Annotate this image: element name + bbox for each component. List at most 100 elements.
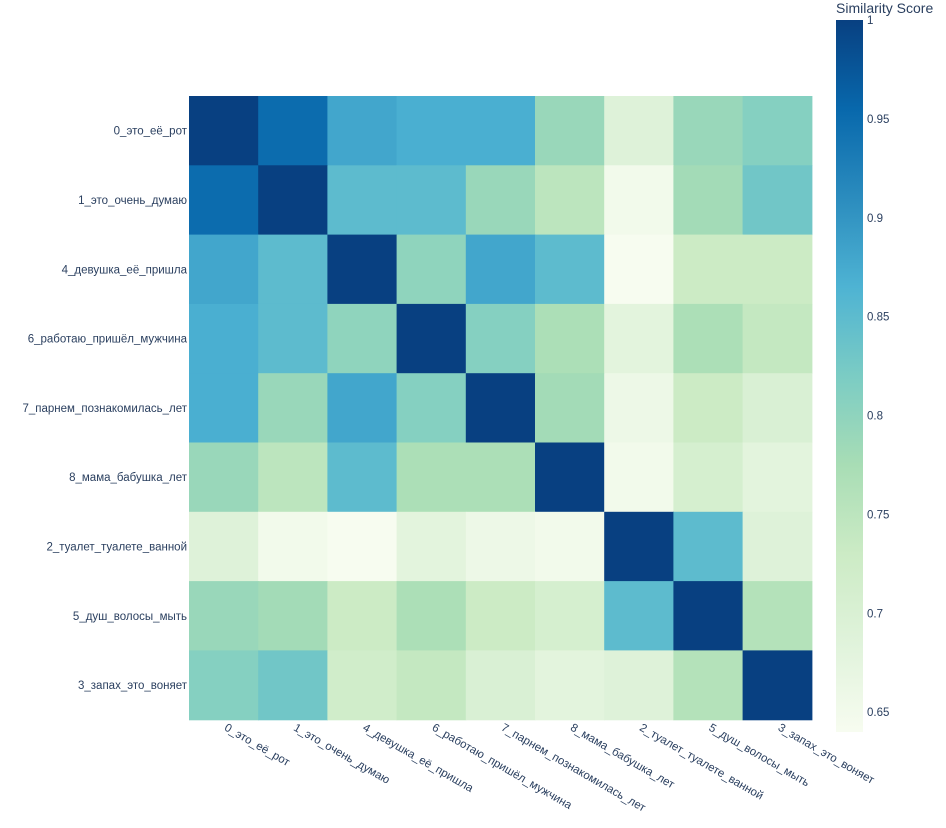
heatmap-cell (535, 581, 605, 651)
heatmap-cell (327, 511, 398, 582)
heatmap-cell (465, 373, 536, 444)
y-tick-label: 5_душ_волосы_мыть (73, 611, 187, 623)
colorbar-tick-label: 0.9 (867, 213, 883, 225)
heatmap-cell (535, 650, 605, 721)
heatmap-cell (396, 303, 467, 374)
heatmap-cell (673, 96, 744, 166)
y-tick-label: 3_запах_это_воняет (78, 680, 188, 692)
heatmap-cell (465, 234, 536, 305)
heatmap-cell (327, 96, 398, 166)
heatmap-cell (258, 373, 328, 444)
heatmap-cell (742, 650, 813, 721)
heatmap-cell (604, 303, 674, 374)
heatmap-cell (396, 511, 467, 582)
heatmap-cell (673, 442, 744, 513)
heatmap-cell (604, 96, 674, 166)
heatmap-cell (189, 96, 259, 166)
heatmap-cell (742, 373, 813, 444)
x-tick-label: 6_работаю_пришёл_мужчина (430, 722, 574, 812)
x-tick-label: 2_туалет_туалете_ванной (637, 722, 765, 803)
heatmap-cell (258, 511, 328, 582)
heatmap-cell (396, 581, 467, 651)
heatmap-cell (465, 303, 536, 374)
heatmap-cell (673, 234, 744, 305)
heatmap-cell (535, 234, 605, 305)
heatmap-cell (396, 373, 467, 444)
heatmap-cell (396, 234, 467, 305)
heatmap-cell (673, 511, 744, 582)
heatmap-cell (535, 442, 605, 513)
heatmap-cell (258, 650, 328, 721)
heatmap-cell (327, 234, 398, 305)
heatmap-cell (189, 650, 259, 721)
colorbar-tick-label: 1 (867, 15, 873, 27)
heatmap-cell (604, 650, 674, 721)
heatmap-cell (742, 581, 813, 651)
heatmap-cell (742, 442, 813, 513)
colorbar-gradient (836, 20, 863, 732)
y-tick-label: 4_девушка_её_пришла (62, 264, 188, 276)
colorbar-tick-labels: 1 0.95 0.9 0.85 0.8 0.75 0.7 0.65 (867, 15, 889, 719)
heatmap-cell (673, 373, 744, 444)
colorbar-tick-label: 0.85 (867, 312, 889, 324)
heatmap-cell (742, 234, 813, 305)
heatmap-cell (742, 511, 813, 582)
heatmap-cell (465, 511, 536, 582)
heatmap-cell (604, 511, 674, 582)
heatmap-cell (535, 165, 605, 236)
heatmap-cell (742, 96, 813, 166)
heatmap-cell (673, 581, 744, 651)
heatmap-cell (258, 303, 328, 374)
heatmap-cell (465, 442, 536, 513)
heatmap-cells (189, 96, 813, 721)
heatmap-cell (604, 442, 674, 513)
colorbar-tick-label: 0.95 (867, 114, 889, 126)
heatmap-cell (327, 165, 398, 236)
y-tick-label: 0_это_её_рот (114, 126, 188, 138)
heatmap-cell (258, 581, 328, 651)
heatmap-cell (673, 650, 744, 721)
heatmap-cell (604, 581, 674, 651)
heatmap-cell (535, 511, 605, 582)
colorbar: Similarity Score 1 0.95 0.9 0.85 0.8 0.75 0.7 0… (836, 0, 933, 732)
heatmap-cell (604, 373, 674, 444)
heatmap-cell (465, 96, 536, 166)
y-tick-label: 8_мама_бабушка_лет (69, 472, 188, 484)
heatmap-cell (327, 373, 398, 444)
colorbar-tick-label: 0.7 (867, 608, 883, 620)
heatmap-cell (535, 96, 605, 166)
heatmap-cell (742, 165, 813, 236)
heatmap-cell (535, 373, 605, 444)
heatmap-cell (327, 442, 398, 513)
heatmap-cell (189, 581, 259, 651)
x-tick-label: 0_это_её_рот (222, 722, 292, 769)
heatmap-cell (258, 442, 328, 513)
heatmap-cell (673, 303, 744, 374)
heatmap-cell (258, 165, 328, 236)
heatmap-cell (189, 511, 259, 582)
heatmap-cell (396, 442, 467, 513)
colorbar-tick-label: 0.75 (867, 509, 889, 521)
colorbar-tick-label: 0.8 (867, 411, 883, 423)
heatmap-cell (604, 234, 674, 305)
x-tick-label: 4_девушка_её_пришла (361, 722, 476, 795)
heatmap-cell (189, 303, 259, 374)
heatmap-cell (189, 373, 259, 444)
heatmap-cell (189, 165, 259, 236)
heatmap-cell (189, 234, 259, 305)
heatmap-cell (327, 303, 398, 374)
heatmap-cell (465, 650, 536, 721)
y-axis-tick-labels: 0_это_её_рот 1_это_очень_думаю 4_девушка_е… (23, 126, 188, 692)
colorbar-title: Similarity Score (836, 0, 933, 16)
heatmap-cell (189, 442, 259, 513)
heatmap-cell (465, 165, 536, 236)
heatmap-cell (396, 165, 467, 236)
y-tick-label: 6_работаю_пришёл_мужчина (28, 334, 188, 346)
heatmap-cell (742, 303, 813, 374)
heatmap-cell (535, 303, 605, 374)
heatmap-cell (327, 581, 398, 651)
heatmap-cell (396, 650, 467, 721)
y-tick-label: 2_туалет_туалете_ванной (46, 542, 187, 554)
heatmap-cell (465, 581, 536, 651)
